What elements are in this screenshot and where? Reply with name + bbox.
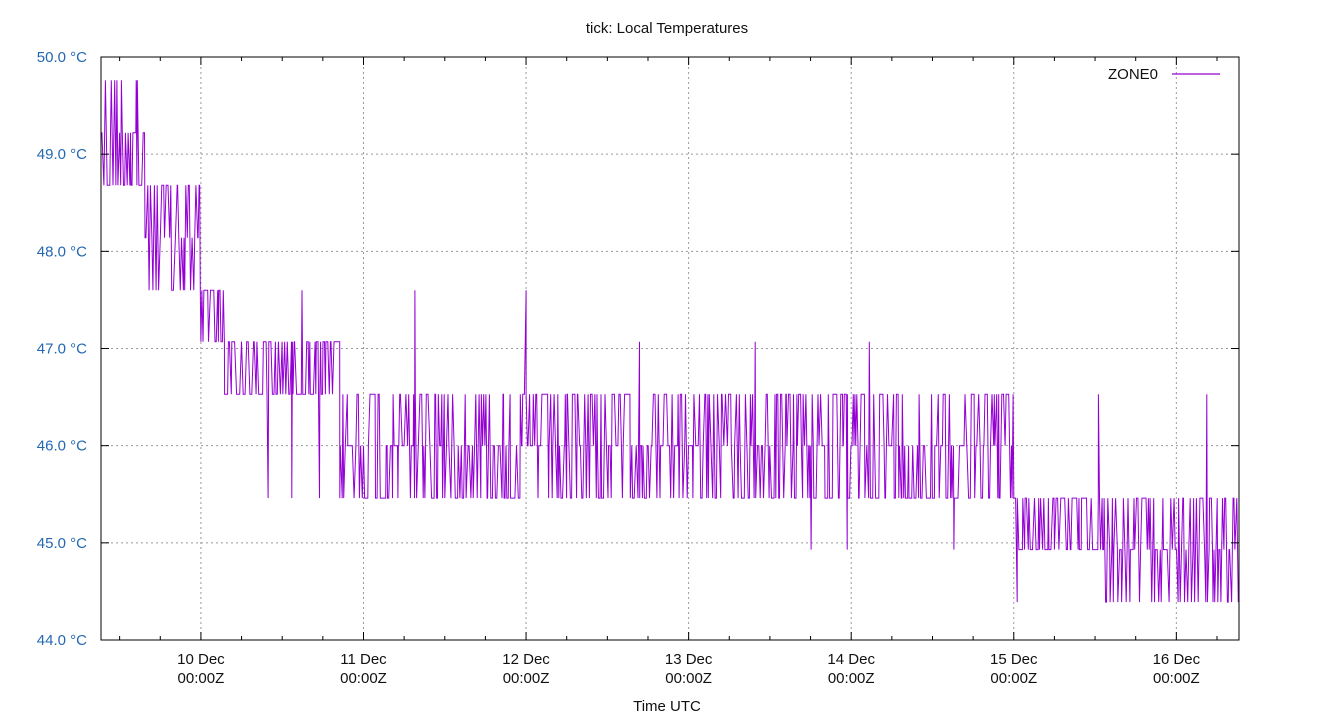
x-tick-label-time: 00:00Z — [1153, 670, 1200, 687]
chart-title: tick: Local Temperatures — [586, 20, 748, 37]
y-tick-label: 46.0 °C — [37, 438, 87, 455]
grid — [101, 57, 1239, 640]
x-tick-label-date: 13 Dec — [665, 651, 713, 668]
x-tick-label-time: 00:00Z — [340, 670, 387, 687]
y-tick-label: 45.0 °C — [37, 535, 87, 552]
x-tick-label-time: 00:00Z — [990, 670, 1037, 687]
series-line-zone0 — [101, 80, 1239, 603]
x-axis: 10 Dec 00:00Z 11 Dec 00:00Z 12 Dec 00:00Z 13 D… — [177, 651, 1200, 687]
y-axis: 44.0 °C 45.0 °C 46.0 °C 47.0 °C 48.0 °C 49.0 … — [37, 49, 87, 649]
x-tick-label-time: 00:00Z — [178, 670, 225, 687]
y-tick-label: 47.0 °C — [37, 341, 87, 358]
y-tick-label: 48.0 °C — [37, 243, 87, 260]
x-tick-label-date: 10 Dec — [177, 651, 225, 668]
x-tick-label-date: 15 Dec — [990, 651, 1038, 668]
x-tick-label-date: 11 Dec — [340, 651, 387, 668]
x-tick-label-time: 00:00Z — [503, 670, 550, 687]
legend-label: ZONE0 — [1108, 66, 1158, 83]
x-tick-label-date: 12 Dec — [502, 651, 550, 668]
x-tick-label-date: 14 Dec — [827, 651, 875, 668]
y-tick-label: 50.0 °C — [37, 49, 87, 66]
axis-ticks — [101, 56, 1239, 641]
x-tick-label-date: 16 Dec — [1153, 651, 1201, 668]
plot-series — [101, 80, 1239, 603]
x-tick-label-time: 00:00Z — [665, 670, 712, 687]
x-tick-label-time: 00:00Z — [828, 670, 875, 687]
y-tick-label: 44.0 °C — [37, 632, 87, 649]
x-axis-label: Time UTC — [633, 698, 701, 715]
legend: ZONE0 — [1108, 66, 1220, 83]
y-tick-label: 49.0 °C — [37, 146, 87, 163]
